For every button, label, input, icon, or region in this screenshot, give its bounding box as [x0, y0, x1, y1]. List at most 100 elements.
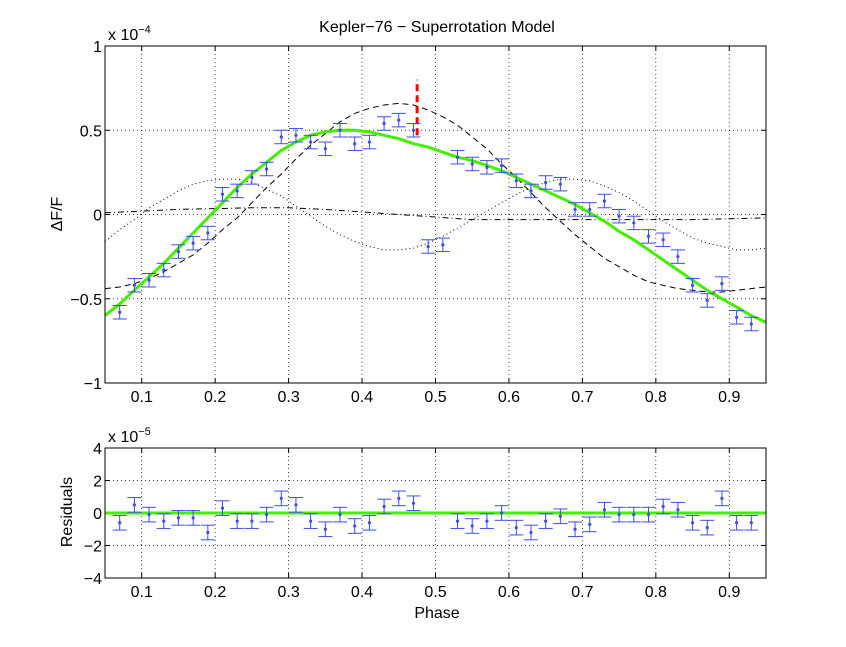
bottom-data-point: [670, 501, 685, 518]
data-marker: [132, 503, 136, 507]
bottom-data-point: [656, 498, 671, 515]
x-axis-label: Phase: [414, 605, 459, 622]
top-data-points: [112, 112, 759, 332]
top-exponent-base: x 10: [108, 27, 138, 44]
bottom-data-point: [200, 524, 215, 541]
top-curves: [105, 79, 766, 324]
bottom-data-point: [582, 516, 597, 533]
top-data-point: [538, 175, 553, 190]
dotted-model-curve: [105, 178, 766, 251]
bottom-x-tick-label: 0.2: [204, 584, 226, 601]
top-data-point: [333, 123, 348, 138]
data-marker: [602, 508, 607, 512]
top-data-point: [435, 237, 450, 253]
data-marker: [573, 527, 577, 531]
bottom-x-tick-label: 0.9: [718, 584, 740, 601]
top-panel: Kepler−76 − Superrotation Model x 10−4 Δ…: [49, 19, 767, 406]
data-marker: [646, 234, 651, 239]
top-data-point: [700, 293, 715, 308]
data-marker: [294, 133, 298, 137]
data-marker: [500, 511, 504, 515]
top-data-point: [171, 244, 186, 259]
data-marker: [309, 140, 313, 144]
data-marker: [353, 524, 357, 528]
top-data-point: [391, 112, 406, 128]
data-marker: [558, 514, 562, 518]
top-data-point: [509, 173, 524, 189]
top-data-point: [377, 116, 392, 131]
top-data-point: [656, 232, 671, 248]
top-data-point: [362, 134, 377, 150]
top-tick-labels: 0.1 0.2 0.3 0.4 0.5 0.6 0.7 0.8 0.9 −1 −0.5 0 0.5 1: [70, 39, 740, 406]
bottom-data-point: [406, 495, 421, 512]
bottom-data-point: [186, 510, 201, 526]
bottom-x-tick-label: 0.6: [498, 584, 520, 601]
top-x-tick-label: 0.4: [351, 389, 373, 406]
top-data-point: [479, 160, 494, 175]
top-y-tick-label: −1: [84, 376, 102, 393]
top-data-point: [230, 183, 245, 199]
bottom-data-point: [612, 506, 627, 523]
data-marker: [411, 501, 416, 505]
data-marker: [514, 179, 518, 183]
top-data-point: [450, 149, 465, 165]
data-marker: [147, 513, 151, 517]
bottom-data-point: [714, 490, 729, 507]
top-data-point: [142, 272, 157, 288]
data-marker: [470, 524, 474, 528]
top-data-point: [744, 316, 759, 332]
top-data-point: [729, 310, 744, 325]
data-marker: [162, 268, 166, 272]
data-marker: [441, 243, 445, 247]
data-marker: [632, 221, 636, 225]
bottom-x-tick-label: 0.8: [645, 584, 667, 601]
data-marker: [558, 182, 562, 186]
bottom-data-point: [597, 501, 612, 518]
data-marker: [118, 310, 122, 314]
bottom-data-point: [553, 508, 568, 525]
data-marker: [147, 278, 151, 282]
data-marker: [500, 164, 504, 168]
data-marker: [514, 526, 518, 530]
bottom-data-point: [215, 500, 230, 516]
bottom-data-point: [274, 490, 289, 507]
bottom-data-point: [127, 497, 142, 513]
top-x-tick-label: 0.9: [718, 389, 740, 406]
bottom-data-point: [641, 506, 656, 523]
bottom-tick-labels: 0.1 0.2 0.3 0.4 0.5 0.6 0.7 0.8 0.9 −4 −2 0 2 4: [84, 441, 741, 601]
top-x-tick-label: 0.7: [571, 389, 593, 406]
bottom-y-tick-label: 0: [93, 506, 102, 523]
data-marker: [661, 504, 665, 509]
data-marker: [529, 530, 533, 535]
bottom-data-point: [626, 506, 641, 523]
data-marker: [397, 496, 401, 500]
data-marker: [455, 155, 460, 159]
data-marker: [676, 508, 680, 512]
data-marker: [661, 238, 665, 242]
top-y-tick-label: 1: [93, 39, 102, 56]
data-marker: [735, 521, 739, 525]
data-marker: [573, 207, 577, 212]
top-data-point: [244, 170, 259, 185]
top-data-point: [200, 225, 215, 241]
data-marker: [632, 513, 636, 517]
top-data-point: [186, 235, 201, 251]
data-marker: [206, 231, 210, 235]
top-y-tick-label: 0.5: [80, 123, 102, 140]
bottom-x-tick-label: 0.7: [571, 584, 593, 601]
data-marker: [176, 249, 181, 254]
top-data-point: [318, 141, 333, 157]
top-data-point: [288, 128, 303, 143]
data-marker: [749, 322, 753, 326]
top-y-tick-label: −0.5: [70, 292, 102, 309]
bottom-data-point: [465, 518, 480, 534]
bottom-exponent-base: x 10: [108, 429, 138, 446]
data-marker: [411, 128, 416, 132]
bottom-data-point: [347, 518, 362, 534]
data-marker: [294, 503, 298, 507]
data-marker: [191, 516, 195, 520]
data-marker: [367, 521, 371, 525]
bottom-data-point: [303, 513, 318, 529]
data-marker: [353, 142, 357, 146]
top-x-tick-label: 0.6: [498, 389, 520, 406]
